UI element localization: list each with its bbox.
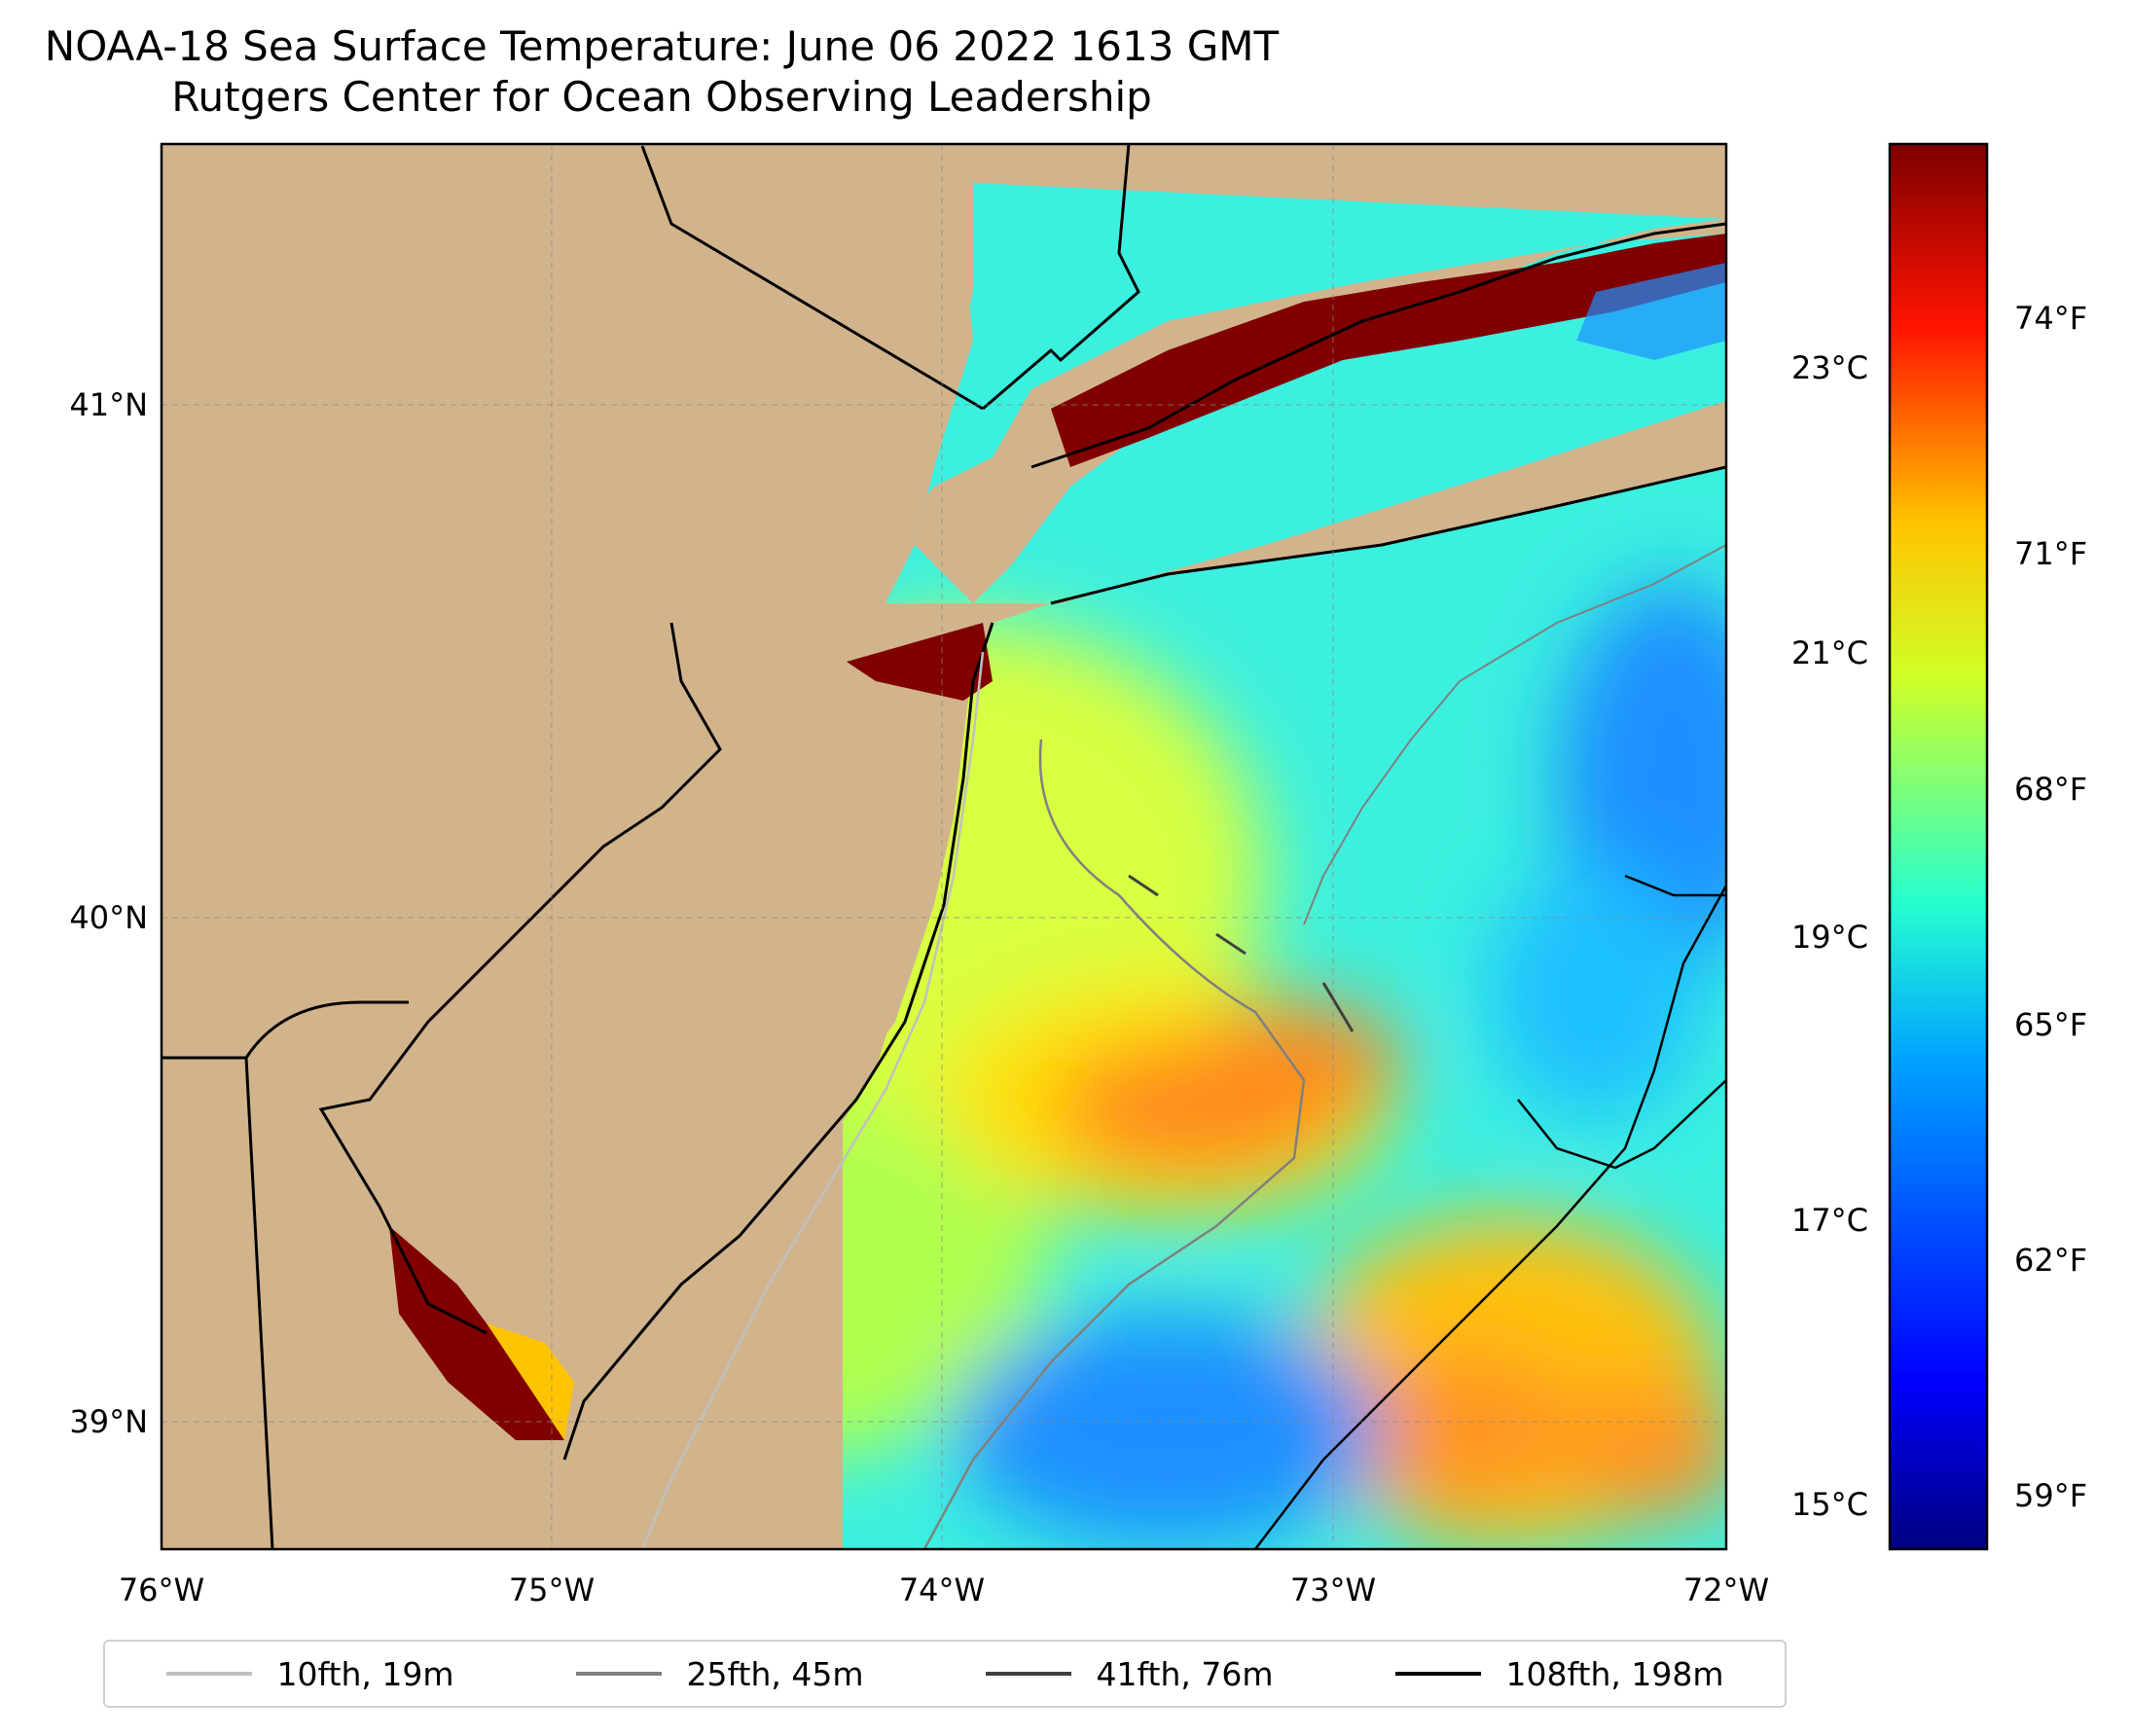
legend-label: 10fth, 19m [276,1654,454,1693]
colorbar-fahrenheit-axis: 74°F 71°F 68°F 65°F 62°F 59°F [2014,300,2087,1514]
lat-tick-label: 40°N [69,899,148,936]
legend-item: 25fth, 45m [575,1654,864,1693]
latitude-axis: 41°N 40°N 39°N [69,386,148,1440]
lon-tick-label: 75°W [509,1572,595,1609]
lon-tick-label: 72°W [1683,1572,1769,1609]
longitude-axis: 76°W 75°W 74°W 73°W 72°W [119,1572,1769,1609]
celsius-tick-label: 23°C [1791,349,1868,386]
legend-item: 41fth, 76m [985,1654,1274,1693]
colorbar-celsius-axis: 23°C 21°C 19°C 17°C 15°C [1791,349,1868,1523]
fahrenheit-tick-label: 71°F [2014,535,2087,572]
legend-label: 108fth, 198m [1505,1654,1724,1693]
fahrenheit-tick-label: 74°F [2014,300,2087,337]
chart-title: NOAA-18 Sea Surface Temperature: June 06… [0,21,1323,123]
legend-label: 25fth, 45m [686,1654,864,1693]
celsius-tick-label: 15°C [1791,1486,1868,1523]
legend-line-swatch [1394,1672,1481,1676]
land [162,144,1726,1549]
fahrenheit-tick-label: 68°F [2014,771,2087,808]
lon-tick-label: 74°W [899,1572,985,1609]
celsius-tick-label: 21°C [1791,634,1868,671]
gridlines [162,144,1726,1549]
isobaths [640,544,1726,1549]
lon-tick-label: 76°W [119,1572,204,1609]
title-line-2: Rutgers Center for Ocean Observing Leade… [171,73,1152,121]
map-frame [160,142,1728,1551]
title-line-1: NOAA-18 Sea Surface Temperature: June 06… [44,22,1280,70]
isobath-legend: 10fth, 19m 25fth, 45m 41fth, 76m 108fth,… [103,1640,1787,1708]
celsius-tick-label: 17°C [1791,1202,1868,1239]
legend-item: 10fth, 19m [165,1654,454,1693]
celsius-tick-label: 19°C [1791,919,1868,956]
fahrenheit-tick-label: 62°F [2014,1242,2087,1279]
lon-tick-label: 73°W [1290,1572,1376,1609]
legend-line-swatch [165,1672,252,1676]
legend-line-swatch [575,1672,662,1676]
colorbar [1888,142,1989,1551]
lat-tick-label: 39°N [69,1403,148,1440]
legend-label: 41fth, 76m [1096,1654,1274,1693]
legend-line-swatch [985,1672,1071,1676]
fahrenheit-tick-label: 59°F [2014,1477,2087,1514]
fahrenheit-tick-label: 65°F [2014,1006,2087,1043]
legend-item: 108fth, 198m [1394,1654,1724,1693]
lat-tick-label: 41°N [69,386,148,423]
coastlines [162,144,1726,1549]
